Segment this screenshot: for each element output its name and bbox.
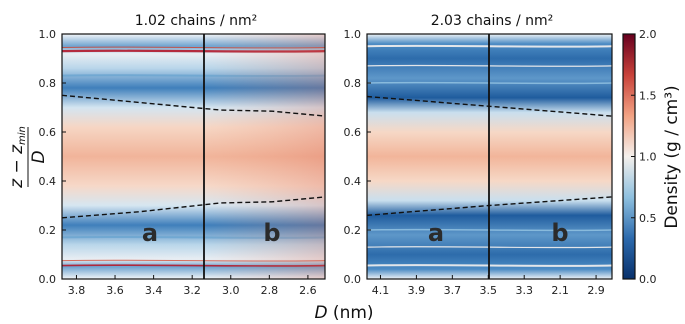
panel-1-shading (62, 34, 325, 279)
y-tick-label: 0.4 (39, 175, 57, 188)
panel-2-x-ticks: 4.1 3.9 3.7 3.5 3.3 2.1 2.9 (372, 275, 605, 297)
x-tick-label: 3.6 (106, 284, 124, 297)
colorbar-tick-label: 1.0 (639, 151, 657, 164)
y-axis-label: z − zmin D (7, 126, 49, 189)
x-tick-label: 2.9 (587, 284, 605, 297)
x-tick-label: 3.5 (480, 284, 498, 297)
panel-2-y-ticks: 0.0 0.2 0.4 0.6 0.8 1.0 (344, 28, 371, 286)
colorbar-tick-label: 0.0 (639, 273, 657, 286)
panel-1-y-ticks: 0.0 0.2 0.4 0.6 0.8 1.0 (39, 28, 66, 286)
panel-1-region-b: b (263, 219, 280, 247)
x-tick-label: 2.8 (261, 284, 279, 297)
panel-2-region-a: a (428, 219, 444, 247)
y-tick-label: 0.8 (344, 77, 362, 90)
panel-2-frame (366, 33, 613, 280)
y-tick-label: 0.6 (344, 126, 362, 139)
panel-2-title: 2.03 chains / nm² (431, 13, 554, 29)
y-tick-label: 0.0 (344, 273, 362, 286)
panel-1-title: 1.02 chains / nm² (135, 13, 258, 29)
colorbar-tick-label: 0.5 (639, 212, 657, 225)
y-tick-label: 0.8 (39, 77, 57, 90)
y-tick-label: 1.0 (344, 28, 362, 41)
colorbar-tick-label: 1.5 (639, 89, 657, 102)
x-tick-label: 2.1 (551, 284, 569, 297)
x-tick-label: 3.3 (515, 284, 533, 297)
x-tick-label: 2.6 (299, 284, 317, 297)
x-tick-label: 3.2 (183, 284, 201, 297)
y-tick-label: 0.0 (39, 273, 57, 286)
panel-2-region-b: b (551, 219, 568, 247)
colorbar-ticks: 0.0 0.5 1.0 1.5 2.0 (631, 28, 657, 286)
svg-text:z − zmin: z − zmin (7, 126, 28, 189)
heatmap-panel-2: 2.03 chains / nm² a b 0.0 0.2 0.4 0.6 0.8 1.0… (344, 13, 613, 297)
x-tick-label: 3.9 (408, 284, 426, 297)
x-tick-label: 4.1 (372, 284, 390, 297)
y-tick-label: 1.0 (39, 28, 57, 41)
panel-1-lower-boundary (61, 196, 326, 219)
y-axis-label-subscript: min (17, 126, 28, 145)
x-tick-label: 3.8 (68, 284, 86, 297)
colorbar: 0.0 0.5 1.0 1.5 2.0 Density (g / cm³) (622, 28, 682, 286)
colorbar-label: Density (g / cm³) (662, 85, 682, 228)
y-tick-label: 0.6 (39, 126, 57, 139)
panel-1-region-a: a (142, 219, 158, 247)
x-axis-label: D (nm) (314, 303, 373, 323)
panel-1-x-ticks: 3.8 3.6 3.4 3.2 3.0 2.8 2.6 (68, 275, 317, 297)
panel-1-upper-boundary (61, 94, 326, 117)
x-tick-label: 3.0 (222, 284, 240, 297)
x-tick-label: 3.4 (145, 284, 163, 297)
heatmap-panel-1: 1.02 chains / nm² a b 0.0 0.2 0.4 0.6 0.8 1.0… (39, 13, 326, 297)
y-tick-label: 0.2 (39, 224, 57, 237)
x-tick-label: 3.7 (444, 284, 462, 297)
y-axis-label-denominator: D (29, 150, 49, 163)
y-tick-label: 0.4 (344, 175, 362, 188)
panel-1-frame (61, 33, 326, 280)
y-axis-label-numerator: z − z (7, 144, 27, 189)
colorbar-tick-label: 2.0 (639, 28, 657, 41)
y-tick-label: 0.2 (344, 224, 362, 237)
